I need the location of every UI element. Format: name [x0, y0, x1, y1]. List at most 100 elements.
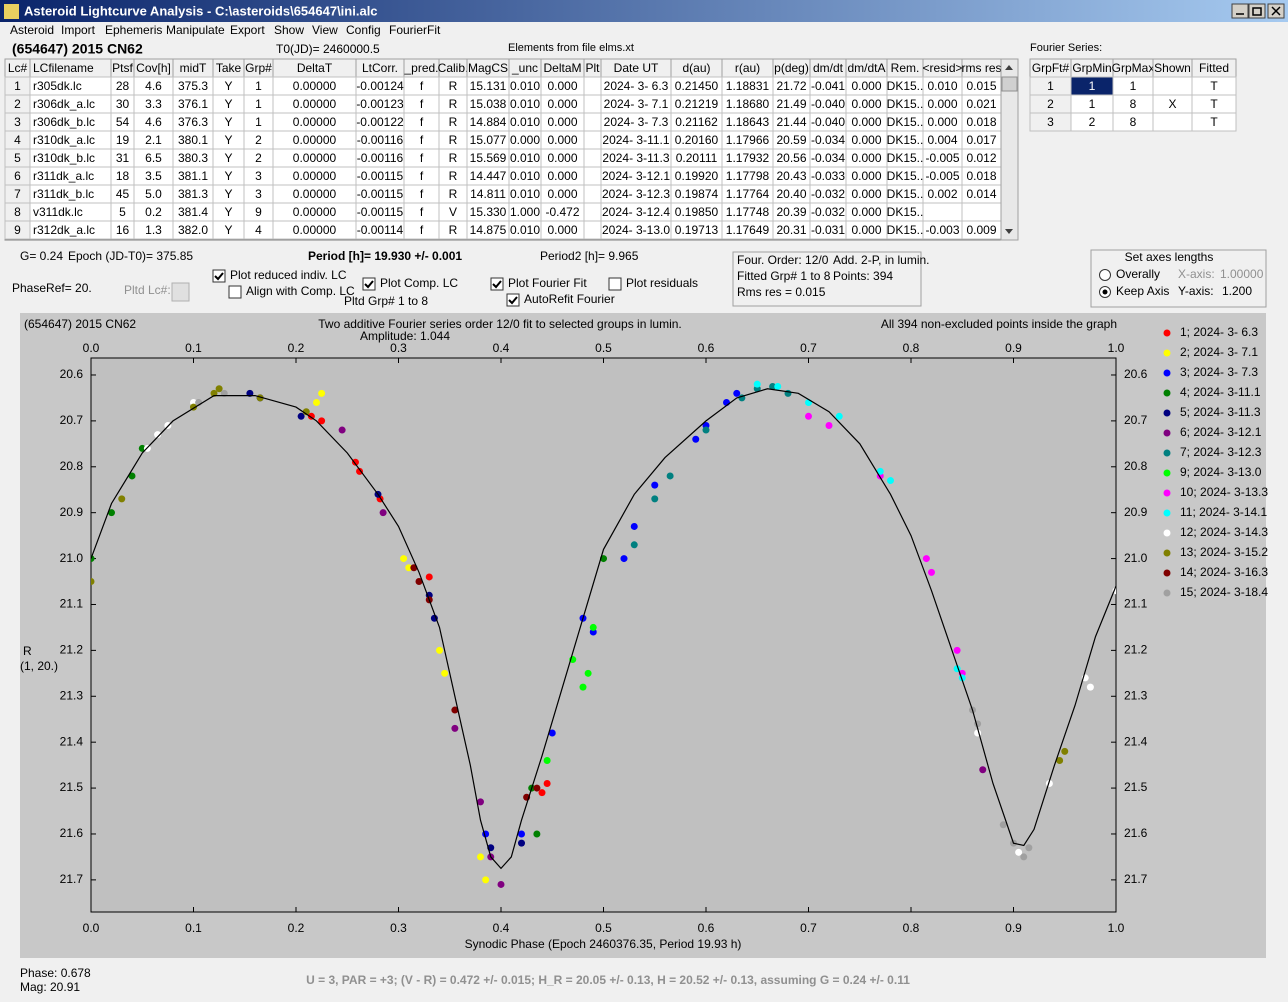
x-tick-label: 1.0 [1108, 921, 1125, 935]
table-cell: 0.017 [966, 133, 996, 147]
data-point [630, 522, 638, 530]
amplitude: Amplitude: 1.044 [360, 329, 450, 343]
table-cell: 0.010 [510, 187, 540, 201]
table-cell: 14.875 [470, 223, 507, 237]
data-point [482, 876, 490, 884]
legend-marker [1163, 469, 1171, 477]
legend-label: 5; 2024- 3-11.3 [1180, 405, 1261, 419]
table-cell: 1.3 [145, 223, 162, 237]
x-tick-label: 0.6 [698, 921, 715, 935]
cell-box[interactable] [583, 130, 602, 150]
cell-box[interactable] [583, 76, 602, 96]
table-cell: 0.000 [851, 151, 881, 165]
table-cell: 0.00000 [293, 115, 337, 129]
checkbox[interactable] [506, 293, 520, 307]
data-point [548, 729, 556, 737]
table-cell: 14.884 [470, 115, 507, 129]
cell-box[interactable] [583, 202, 602, 222]
table-cell: 0.000 [547, 115, 577, 129]
menu-item[interactable]: Asteroid [10, 23, 54, 37]
x-tick-label: 0.2 [288, 341, 305, 355]
cell-box[interactable] [1152, 76, 1193, 96]
radio-label: Overally [1116, 267, 1160, 281]
checkbox[interactable] [362, 277, 376, 291]
table-cell: -0.00124 [356, 79, 404, 93]
minimize-button[interactable] [1231, 3, 1249, 19]
y-axis-value: 1.200 [1222, 284, 1252, 298]
table-cell: 0.21219 [675, 97, 719, 111]
table-cell: 0.00000 [293, 223, 337, 237]
y-tick-label: 21.3 [60, 688, 84, 702]
x-tick-label: 0.9 [1005, 921, 1022, 935]
plot-area [90, 357, 1117, 913]
menu-item[interactable]: Export [230, 23, 265, 37]
legend-marker [1163, 349, 1171, 357]
table-cell: r305dk.lc [33, 79, 82, 93]
title-bar [0, 0, 1288, 22]
table-cell: DK15.. [887, 223, 924, 237]
checkbox[interactable] [608, 277, 622, 291]
lc-spinner[interactable] [171, 282, 190, 302]
menu-item[interactable]: Import [61, 23, 96, 37]
y-tick-label: 20.8 [60, 459, 84, 473]
table-cell: 20.39 [776, 205, 806, 219]
legend-marker [1163, 569, 1171, 577]
table-cell: 0.21162 [675, 115, 718, 129]
scroll-thumb[interactable] [1001, 76, 1018, 92]
legend-label: 6; 2024- 3-12.1 [1180, 425, 1262, 439]
table-cell: 0.002 [927, 187, 957, 201]
table-cell: -0.00115 [357, 169, 404, 183]
menu-item[interactable]: Show [274, 23, 304, 37]
legend-label: 12; 2024- 3-14.3 [1180, 525, 1268, 539]
cell-box[interactable] [583, 184, 602, 204]
cell-box[interactable] [1191, 112, 1237, 132]
menu-item[interactable]: View [312, 23, 338, 37]
cell-box[interactable] [922, 202, 963, 222]
scrollbar[interactable] [1000, 58, 1019, 241]
radio-label: Keep Axis [1116, 284, 1169, 298]
data-point [887, 477, 894, 485]
column-header: p(deg) [774, 61, 809, 75]
table-cell: DK15.. [887, 169, 924, 183]
menu-item[interactable]: Manipulate [166, 23, 225, 37]
column-header: MagCS [468, 61, 508, 75]
table-cell: 1.000 [510, 205, 540, 219]
table-cell: 0.19850 [675, 205, 719, 219]
cell-box[interactable] [1152, 112, 1193, 132]
checkbox[interactable] [228, 285, 242, 299]
cell-box[interactable] [583, 148, 602, 168]
x-tick-label: 0.5 [595, 921, 612, 935]
table-cell: 1 [1089, 97, 1096, 111]
legend-marker [1163, 329, 1171, 337]
x-tick-label: 0.3 [390, 341, 407, 355]
menu-item[interactable]: FourierFit [389, 23, 441, 37]
cell-box[interactable] [583, 166, 602, 186]
table-cell: DK15.. [887, 115, 924, 129]
menu-item[interactable]: Config [346, 23, 381, 37]
table-cell: -0.00115 [357, 205, 404, 219]
table-cell: -0.040 [811, 115, 845, 129]
table-cell: 20.40 [776, 187, 806, 201]
cell-box[interactable] [583, 220, 602, 240]
data-point [1086, 683, 1094, 691]
cell-box[interactable] [961, 202, 1002, 222]
radio[interactable] [1099, 269, 1111, 281]
cell-box[interactable] [583, 112, 602, 132]
table-cell: 1 [255, 79, 262, 93]
y-tick-label: 21.0 [1124, 551, 1148, 565]
table-cell: r312dk_a.lc [33, 223, 95, 237]
column-header: Date UT [614, 61, 659, 75]
table-cell: 1.17966 [726, 133, 770, 147]
x-tick-label: 0.6 [698, 341, 715, 355]
window-buttons[interactable] [1231, 3, 1285, 19]
menu-item[interactable]: Ephemeris [105, 23, 162, 37]
cell-box[interactable] [583, 94, 602, 114]
button-glyphs [1236, 6, 1281, 16]
checkbox[interactable] [490, 277, 504, 291]
checkbox[interactable] [212, 269, 226, 283]
table-cell: f [420, 151, 424, 165]
maximize-button[interactable] [1248, 3, 1266, 19]
table-cell: 6 [14, 169, 21, 183]
table-cell: 20.59 [776, 133, 806, 147]
table-cell: 1.17798 [726, 169, 770, 183]
